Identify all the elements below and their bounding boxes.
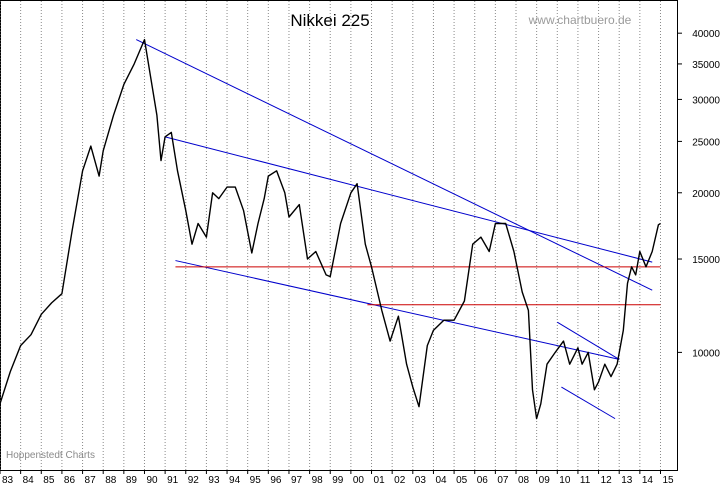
y-tick-label: 25000 (692, 137, 720, 148)
y-tick-label: 40000 (692, 29, 720, 40)
series-line-1 (0, 38, 661, 420)
x-tick-label: 85 (43, 475, 55, 486)
x-tick-label: 93 (208, 475, 220, 486)
trendline-1 (136, 39, 653, 291)
x-tick-label: 92 (188, 475, 200, 486)
trendline-2 (164, 136, 653, 263)
x-tick-label: 84 (23, 475, 35, 486)
x-tick-label: 89 (126, 475, 138, 486)
watermark-text: www.chartbuero.de (528, 13, 632, 27)
x-tick-label: 98 (312, 475, 324, 486)
x-tick-label: 15 (662, 475, 674, 486)
x-tick-label: 13 (621, 475, 633, 486)
trendlines (136, 39, 661, 420)
trendline-3 (175, 260, 620, 360)
x-tick-label: 05 (456, 475, 468, 486)
price-series (0, 38, 661, 420)
trendline-4 (557, 321, 620, 360)
x-tick-label: 86 (64, 475, 76, 486)
x-tick-label: 87 (85, 475, 97, 486)
x-tick-label: 11 (580, 475, 591, 486)
y-tick-label: 30000 (692, 95, 720, 106)
x-tick-label: 12 (601, 475, 613, 486)
y-tick-label: 10000 (692, 348, 720, 359)
x-tick-label: 07 (497, 475, 509, 486)
x-tick-label: 83 (2, 475, 14, 486)
x-tick-label: 95 (250, 475, 262, 486)
y-tick-label: 35000 (692, 60, 720, 71)
trendline-5 (561, 386, 616, 420)
x-tick-label: 00 (353, 475, 365, 486)
x-tick-label: 03 (415, 475, 427, 486)
x-tick-label: 08 (518, 475, 530, 486)
x-tick-label: 06 (477, 475, 489, 486)
y-tick-label: 20000 (692, 189, 720, 200)
x-tick-label: 02 (394, 475, 406, 486)
x-tick-label: 99 (332, 475, 344, 486)
y-axis: 10000 15000 20000 25000 30000 35000 40000 (677, 29, 720, 359)
source-label: Hoppenstedt Charts (6, 450, 95, 461)
x-axis: 83 84 85 86 87 88 89 90 91 92 93 94 95 96 97 98 99 00 01 02… (0, 470, 674, 486)
x-tick-label: 88 (105, 475, 117, 486)
y-tick-label: 15000 (692, 255, 720, 266)
x-tick-label: 94 (229, 475, 241, 486)
x-tick-label: 10 (559, 475, 571, 486)
x-tick-label: 09 (539, 475, 551, 486)
chart-title: Nikkei 225 (290, 11, 369, 30)
x-tick-label: 01 (374, 475, 386, 486)
x-tick-label: 97 (291, 475, 303, 486)
x-tick-label: 90 (146, 475, 158, 486)
x-tick-label: 96 (270, 475, 282, 486)
x-tick-label: 91 (167, 475, 179, 486)
x-tick-label: 14 (642, 475, 654, 486)
x-tick-label: 04 (435, 475, 447, 486)
year-gridlines (0, 1, 661, 470)
plot-frame (0, 0, 678, 471)
